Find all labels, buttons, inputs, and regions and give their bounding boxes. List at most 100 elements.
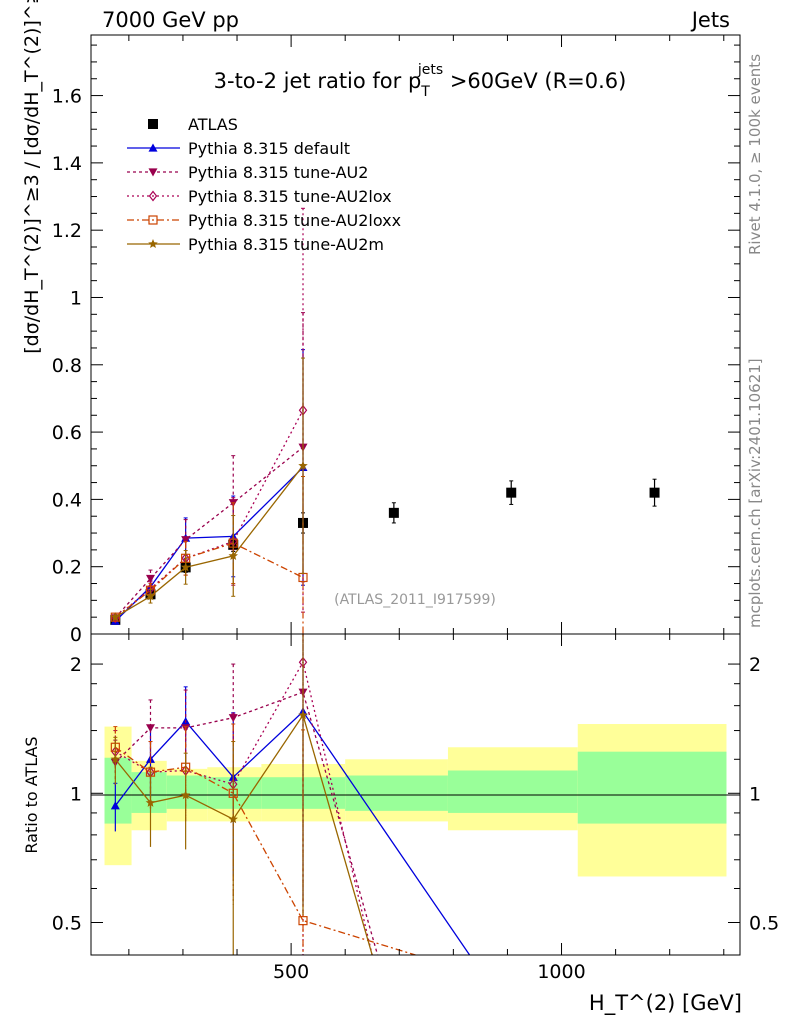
- header-left: 7000 GeV pp: [102, 8, 239, 32]
- ratio-point: [298, 710, 308, 720]
- series-3: [111, 207, 308, 624]
- y-tick-label: 1.2: [52, 220, 82, 242]
- ratio-series: [110, 634, 471, 955]
- rivet-label: Rivet 4.1.0, ≥ 100k events: [746, 54, 764, 255]
- x-tick-label: 500: [273, 961, 309, 983]
- y-tick-label: 0.6: [52, 422, 82, 444]
- ratio-y-tick-label-right: 1: [749, 783, 761, 805]
- chart-title-pre: 3-to-2 jet ratio for p: [214, 69, 422, 93]
- ratio-xticks: 500 1000: [128, 634, 725, 983]
- series-5: [110, 357, 308, 622]
- legend-marker: [148, 190, 158, 202]
- legend-entry: Pythia 8.315 tune-AU2loxx: [127, 211, 401, 230]
- data-point: [145, 574, 155, 583]
- legend-entry: Pythia 8.315 tune-AU2: [127, 163, 368, 182]
- ratio-point: [145, 797, 156, 807]
- ratio-point: [145, 724, 155, 733]
- series-line: [114, 446, 304, 619]
- main-panel: 0 0.2 0.4 0.6 0.8 1 1.2 1.4 1.6 (ATLAS_2011_I917…: [21, 0, 741, 646]
- legend-entry: ATLAS: [148, 115, 238, 134]
- mcplots-label: mcplots.cern.ch [arXiv:2401.10621]: [746, 358, 764, 628]
- chart-title-sub: T: [420, 84, 430, 100]
- series-2: [110, 312, 308, 623]
- ratio-y-tick-label-right: 0.5: [749, 912, 779, 934]
- ratio-line: [114, 710, 471, 955]
- ratio-line: [114, 713, 373, 955]
- chart-title-post: >60GeV (R=0.6): [443, 69, 626, 93]
- y-tick-label: 0: [70, 624, 82, 646]
- legend: ATLAS Pythia 8.315 default Pythia 8.315 tu…: [127, 115, 401, 254]
- ratio-point: [228, 714, 238, 723]
- legend-entry: Pythia 8.315 tune-AU2lox: [127, 187, 392, 206]
- ratio-y-tick-label: 0.5: [52, 912, 82, 934]
- legend-label: Pythia 8.315 tune-AU2: [188, 163, 368, 182]
- legend-marker: [148, 119, 158, 129]
- stat-uncertainty-band: [447, 770, 578, 813]
- data-point: [506, 487, 517, 498]
- ratio-line: [114, 691, 379, 955]
- data-point: [181, 536, 191, 545]
- series-4: [110, 476, 308, 635]
- chart-title-sup: jets: [417, 62, 443, 78]
- legend-marker: [148, 168, 158, 177]
- legend-label: Pythia 8.315 default: [188, 139, 350, 158]
- main-ylabel: [dσ/dH_T^(2)]^≥3 / [dσ/dH_T^(2)]^≥2: [21, 0, 43, 354]
- legend-label: Pythia 8.315 tune-AU2lox: [188, 187, 392, 206]
- legend-marker: [148, 143, 158, 152]
- ratio-series-4: [110, 634, 373, 955]
- x-axis-label: H_T^(2) [GeV]: [589, 991, 742, 1016]
- y-tick-label: 1.6: [52, 86, 82, 108]
- data-point: [180, 562, 191, 572]
- ratio-panel: 0.5 0.5 1 1 2 2 500 1000 Ratio to ATLAS H_T^(2…: [22, 633, 779, 1016]
- stat-uncertainty-band: [207, 777, 262, 809]
- legend-marker: [148, 239, 158, 248]
- data-point: [649, 487, 660, 498]
- data-point: [145, 591, 156, 601]
- ratio-y-tick-label: 2: [70, 654, 82, 676]
- stat-uncertainty-band: [131, 772, 167, 813]
- series-line: [114, 542, 304, 618]
- ratio-point: [110, 754, 121, 764]
- stat-uncertainty-band: [166, 775, 208, 809]
- ratio-point: [110, 801, 120, 810]
- ratio-ylabel: Ratio to ATLAS: [22, 736, 41, 853]
- data-point: [298, 460, 308, 470]
- stat-uncertainty-band: [577, 751, 727, 824]
- legend-label: Pythia 8.315 tune-AU2loxx: [188, 211, 401, 230]
- y-tick-label: 0.4: [52, 489, 82, 511]
- ratio-line: [114, 660, 373, 955]
- ratio-point: [298, 916, 308, 926]
- ratio-frame: [90, 633, 741, 956]
- ratio-y-tick-label-right: 2: [749, 654, 761, 676]
- legend-label: ATLAS: [188, 115, 238, 134]
- data-point: [388, 507, 399, 518]
- main-xticks: [128, 35, 725, 634]
- y-tick-label: 0.8: [52, 355, 82, 377]
- ratio-series-3: [110, 723, 416, 955]
- y-tick-label: 1.4: [52, 153, 82, 175]
- chart-title: 3-to-2 jet ratio for pTjets >60GeV (R=0.…: [214, 62, 627, 100]
- ratio-y-tick-label: 1: [70, 783, 82, 805]
- stat-uncertainty-band: [345, 775, 448, 811]
- main-series: [110, 207, 660, 635]
- ratio-point: [180, 790, 191, 800]
- y-tick-label: 1: [70, 287, 82, 309]
- legend-entry: Pythia 8.315 default: [127, 139, 350, 158]
- legend-marker: [148, 215, 158, 225]
- series-1: [110, 349, 308, 625]
- x-tick-label: 1000: [537, 961, 585, 983]
- header-right: Jets: [690, 8, 730, 32]
- main-yticks: 0 0.2 0.4 0.6 0.8 1 1.2 1.4 1.6: [52, 44, 740, 646]
- legend-entry: Pythia 8.315 tune-AU2m: [127, 235, 384, 254]
- series-line: [114, 409, 304, 619]
- ratio-yticks: 0.5 0.5 1 1 2 2: [52, 654, 779, 934]
- ratio-line: [114, 746, 416, 955]
- ratio-bands: [104, 724, 727, 877]
- watermark: (ATLAS_2011_I917599): [334, 592, 496, 608]
- ratio-point: [228, 814, 238, 824]
- legend-label: Pythia 8.315 tune-AU2m: [188, 235, 384, 254]
- series-line: [114, 466, 304, 622]
- data-point: [228, 550, 238, 560]
- data-point: [110, 612, 121, 622]
